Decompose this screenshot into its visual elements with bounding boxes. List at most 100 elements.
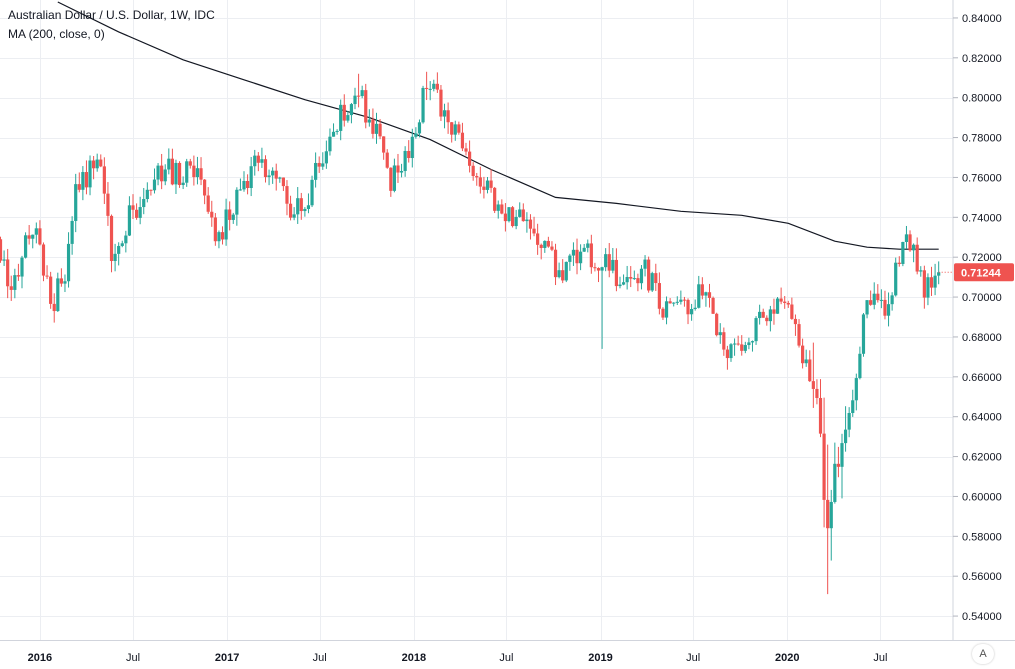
candle-body [761, 311, 765, 318]
candle [220, 226, 225, 245]
candle-body [607, 254, 611, 271]
candle [883, 290, 887, 320]
candlestick-series [0, 71, 941, 595]
candle [6, 248, 10, 299]
candle-body [854, 378, 858, 401]
candle [621, 274, 626, 286]
candle-body [360, 90, 364, 97]
candle-body [758, 311, 762, 319]
candle [102, 157, 106, 205]
candle [829, 489, 833, 561]
candle [446, 102, 450, 134]
candle-body [238, 189, 243, 191]
price-tick-label: 0.64000 [962, 412, 1002, 424]
candle-body [725, 349, 730, 359]
candle-body [514, 216, 518, 227]
candle [181, 176, 185, 190]
candle-body [557, 270, 561, 278]
candle [228, 201, 232, 231]
candle-body [596, 268, 601, 271]
candle [382, 136, 386, 160]
candle [81, 166, 85, 201]
candle [213, 213, 217, 246]
candle [478, 166, 482, 194]
candle-body [543, 240, 547, 248]
candle-body [77, 184, 81, 190]
candle-body [231, 214, 235, 220]
candle-body [647, 259, 651, 291]
candle-body [364, 90, 368, 123]
candle-body [901, 241, 905, 264]
candle-body [160, 165, 164, 182]
candle [253, 149, 257, 176]
candle [872, 282, 876, 310]
candle [52, 293, 56, 323]
candle [507, 207, 511, 223]
candle [482, 176, 486, 199]
candle-body [432, 83, 436, 89]
candle [611, 248, 615, 274]
candle-body [331, 131, 336, 137]
auto-scale-button[interactable]: A [972, 644, 994, 664]
candle [629, 266, 633, 288]
candle [650, 271, 654, 293]
candle [217, 230, 221, 249]
candle [922, 265, 926, 309]
candle-body [428, 88, 432, 90]
candle-body [34, 228, 38, 235]
candle-body [618, 284, 622, 287]
candle-body [149, 189, 153, 191]
candle [912, 243, 916, 263]
candle [550, 241, 554, 252]
candle [328, 128, 332, 156]
candle [142, 187, 146, 215]
candle [88, 155, 92, 196]
candle [493, 186, 497, 214]
candle [249, 156, 253, 197]
candle-body [102, 166, 106, 194]
candle-body [195, 168, 200, 178]
candle-body [539, 244, 543, 248]
candle [407, 140, 411, 163]
candle-body [303, 208, 307, 212]
candle-body [217, 232, 221, 242]
candle-body [578, 251, 583, 264]
candle-body [482, 186, 486, 190]
candle-body [210, 211, 214, 218]
candle [500, 199, 504, 215]
candle [134, 203, 139, 220]
candle-body [840, 443, 844, 467]
candle-body [74, 184, 78, 221]
time-axis[interactable]: 2016 Jul 2017 Jul 2018 Jul 2019 Jul 2020 Jul [28, 652, 888, 664]
candle-body [464, 148, 468, 152]
candle [543, 240, 547, 253]
candle-body [926, 277, 930, 298]
time-tick-label: 2018 [402, 652, 426, 664]
candle-body [389, 167, 393, 191]
candle [786, 300, 790, 308]
candle-body [793, 318, 798, 325]
last-price-tag: 0.71244 [938, 263, 1014, 282]
candle [120, 240, 124, 248]
candle-body [754, 318, 758, 342]
candle [568, 253, 572, 271]
candle-body [847, 412, 851, 430]
candle-body [59, 278, 63, 284]
candle-body [561, 270, 565, 281]
candle-body [453, 124, 457, 135]
candle-body [815, 388, 819, 398]
candle-body [682, 299, 687, 301]
candle-body [750, 341, 755, 343]
candle-body [518, 209, 522, 217]
candle [403, 146, 407, 177]
candle [861, 312, 866, 357]
candle-body [181, 182, 185, 186]
candle-body [833, 463, 837, 502]
candle [722, 327, 726, 356]
candle [518, 202, 522, 218]
candle [56, 272, 60, 312]
price-axis[interactable]: 0.54000 0.56000 0.58000 0.60000 0.62000 0.640… [953, 13, 1002, 623]
candle [575, 238, 579, 275]
candle [926, 273, 930, 306]
